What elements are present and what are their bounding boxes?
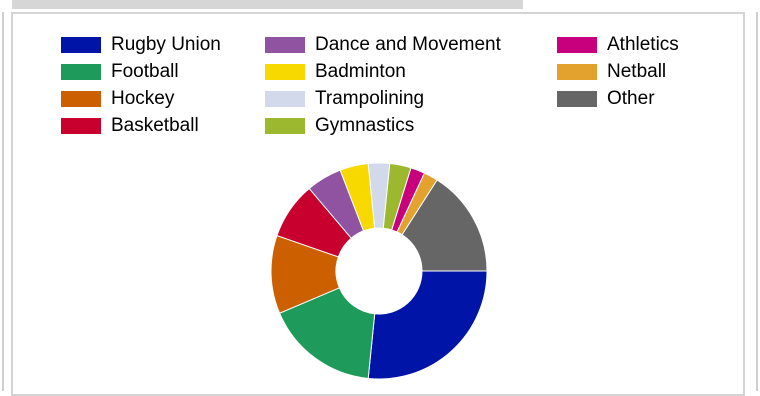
legend-swatch-other bbox=[557, 91, 597, 107]
legend-swatch-dance-and-movement bbox=[265, 37, 305, 53]
legend-item-dance-and-movement[interactable]: Dance and Movement bbox=[265, 34, 501, 56]
legend-swatch-hockey bbox=[61, 91, 101, 107]
legend-label-netball: Netball bbox=[607, 61, 667, 82]
legend-item-gymnastics[interactable]: Gymnastics bbox=[265, 115, 414, 137]
legend-label-football: Football bbox=[111, 61, 179, 82]
legend-item-football[interactable]: Football bbox=[61, 61, 179, 83]
legend-label-athletics: Athletics bbox=[607, 34, 679, 55]
legend-item-netball[interactable]: Netball bbox=[557, 61, 666, 83]
donut-slice-rugby-union[interactable] bbox=[367, 270, 488, 380]
top-scroll-strip bbox=[12, 0, 523, 9]
donut-slice-football[interactable] bbox=[278, 287, 376, 380]
legend-swatch-netball bbox=[557, 64, 597, 80]
legend-label-hockey: Hockey bbox=[111, 88, 175, 109]
left-border-line bbox=[2, 12, 4, 391]
legend-label-trampolining: Trampolining bbox=[315, 88, 425, 109]
legend-swatch-badminton bbox=[265, 64, 305, 80]
legend-item-trampolining[interactable]: Trampolining bbox=[265, 88, 424, 110]
donut-slice-other[interactable] bbox=[401, 179, 488, 272]
legend-label-badminton: Badminton bbox=[315, 61, 406, 82]
legend-swatch-trampolining bbox=[265, 91, 305, 107]
legend-item-rugby-union[interactable]: Rugby Union bbox=[61, 34, 221, 56]
legend-swatch-football bbox=[61, 64, 101, 80]
legend-swatch-rugby-union bbox=[61, 37, 101, 53]
legend-item-other[interactable]: Other bbox=[557, 88, 655, 110]
legend-item-basketball[interactable]: Basketball bbox=[61, 115, 199, 137]
legend-swatch-athletics bbox=[557, 37, 597, 53]
legend-label-gymnastics: Gymnastics bbox=[315, 115, 415, 136]
right-border-line bbox=[756, 12, 758, 391]
legend-label-dance-and-movement: Dance and Movement bbox=[315, 34, 501, 55]
legend-swatch-basketball bbox=[61, 118, 101, 134]
legend-label-rugby-union: Rugby Union bbox=[111, 34, 221, 55]
legend-label-other: Other bbox=[607, 88, 655, 109]
legend-item-badminton[interactable]: Badminton bbox=[265, 61, 406, 83]
legend-item-hockey[interactable]: Hockey bbox=[61, 88, 174, 110]
legend-swatch-gymnastics bbox=[265, 118, 305, 134]
chart-panel: Rugby Union Football Hockey Basketball D… bbox=[11, 12, 745, 396]
legend-item-athletics[interactable]: Athletics bbox=[557, 34, 679, 56]
legend-label-basketball: Basketball bbox=[111, 115, 199, 136]
donut-chart bbox=[270, 162, 488, 380]
